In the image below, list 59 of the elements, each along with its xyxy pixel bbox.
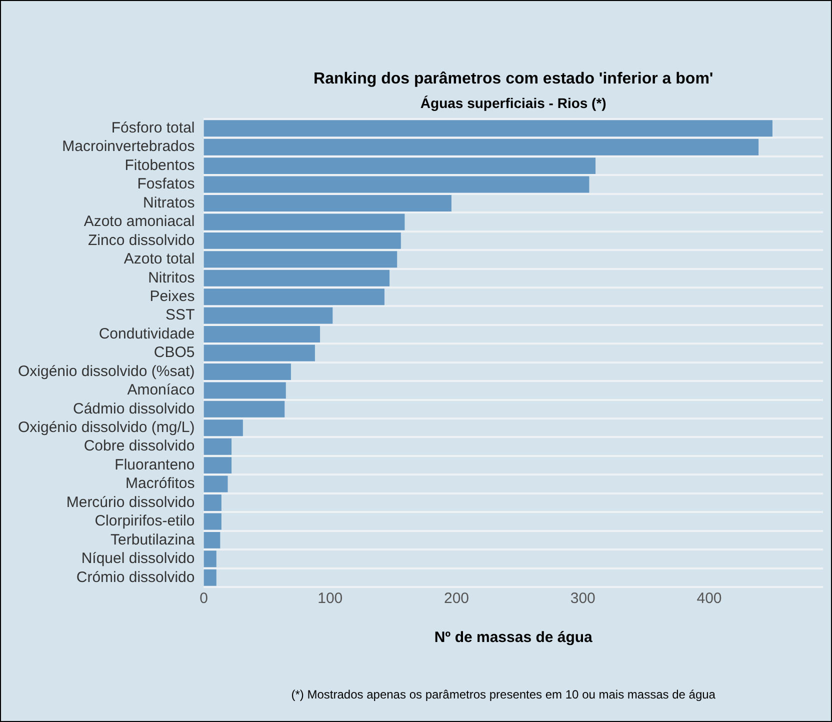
bar — [204, 494, 222, 511]
y-tick-label: Oxigénio dissolvido (mg/L) — [18, 419, 195, 436]
bar — [204, 363, 291, 380]
y-tick-label: Fósforo total — [111, 120, 195, 136]
x-axis-title: Nº de massas de água — [434, 629, 594, 646]
y-tick-label: Condutividade — [98, 325, 195, 342]
bar — [204, 158, 596, 174]
y-tick-label: Níquel dissolvido — [81, 550, 195, 568]
x-tick-label: 200 — [444, 590, 470, 608]
y-tick-label: Macroinvertebrados — [62, 138, 195, 156]
bar — [204, 326, 320, 343]
y-tick-label: Clorpirifos-etilo — [94, 512, 195, 530]
bar — [204, 476, 228, 492]
bar — [204, 382, 286, 399]
bar — [204, 270, 390, 286]
bar — [204, 532, 220, 548]
y-tick-label: Fosfatos — [137, 176, 195, 193]
y-tick-label: Crómio dissolvido — [76, 568, 195, 586]
y-tick-label: CBO5 — [154, 344, 195, 362]
x-tick-label: 300 — [570, 590, 596, 608]
x-tick-label: 100 — [318, 590, 343, 608]
y-tick-label: Azoto amoniacal — [84, 213, 195, 230]
bar — [204, 513, 222, 530]
y-tick-label: Cobre dissolvido — [84, 438, 195, 455]
bar — [204, 457, 232, 474]
bar — [204, 438, 232, 455]
x-tick-label: 0 — [200, 590, 208, 608]
y-tick-label: Azoto total — [124, 250, 195, 268]
bar — [204, 420, 243, 436]
y-tick-label: Zinco dissolvido — [88, 232, 195, 249]
y-tick-label: Macrófitos — [126, 475, 195, 492]
y-tick-label: Mercúrio dissolvido — [66, 494, 195, 511]
y-tick-label: Fitobentos — [124, 156, 195, 174]
y-tick-label: Fluoranteno — [114, 456, 195, 474]
y-tick-label: SST — [166, 306, 195, 324]
bar — [204, 251, 398, 268]
y-tick-label: Terbutilazina — [110, 531, 196, 548]
y-tick-label: Amoníaco — [127, 382, 195, 399]
bar — [204, 214, 405, 230]
bar — [204, 569, 216, 586]
bar — [204, 550, 216, 568]
bar — [204, 307, 333, 324]
bar — [204, 288, 384, 306]
y-tick-label: Cádmio dissolvido — [73, 400, 195, 418]
bar — [204, 176, 590, 193]
y-tick-label: Peixes — [150, 288, 195, 305]
bar — [204, 138, 759, 156]
bar — [204, 232, 401, 249]
bar — [204, 400, 285, 418]
chart-title: Ranking dos parâmetros com estado 'inferior a bom' — [314, 70, 714, 88]
text: (*) Mostrados apenas os parâmetros presentes em 10 ou mais massas de água — [291, 687, 716, 702]
chart-subtitle: Águas superficiais - Rios (*) — [420, 94, 606, 111]
y-tick-label: Oxigénio dissolvido (%sat) — [18, 362, 195, 380]
y-tick-label: Nitratos — [143, 194, 195, 212]
y-tick-label: Nitritos — [148, 269, 195, 286]
x-tick-label: 400 — [696, 590, 722, 608]
bar — [204, 344, 315, 362]
bar — [204, 120, 772, 137]
bar — [204, 195, 452, 212]
